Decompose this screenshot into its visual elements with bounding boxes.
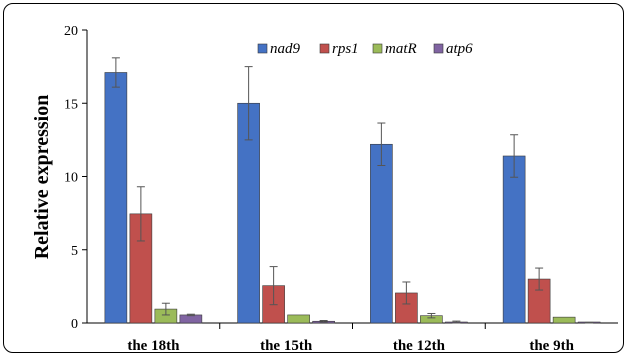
legend-label-nad9: nad9: [270, 41, 301, 57]
category-labels: the 18th the 15th the 12th the 9th: [127, 338, 574, 354]
category-label: the 15th: [260, 338, 313, 354]
y-tick-labels: 0 5 10 15 20: [64, 24, 78, 332]
bar-nad9-3: [502, 155, 526, 324]
bar-nad9-2: [370, 143, 393, 324]
bar-matR-3: [552, 316, 576, 324]
y-axis: [82, 29, 88, 324]
y-tick-label: 20: [64, 24, 78, 39]
y-tick-label: 15: [64, 97, 78, 112]
bar-nad9-0: [104, 72, 128, 324]
category-label: the 9th: [529, 338, 574, 354]
legend-label-matR: matR: [385, 41, 417, 57]
bar-matR-1: [287, 314, 310, 324]
y-tick-label: 0: [71, 317, 78, 332]
legend-swatch-rps1: [319, 43, 330, 54]
legend: nad9 rps1 matR atp6: [257, 41, 473, 57]
legend-label-atp6: atp6: [446, 41, 473, 57]
bars: [104, 72, 601, 329]
legend-swatch-matR: [372, 43, 383, 54]
category-label: the 12th: [393, 338, 446, 354]
error-bars: [111, 57, 594, 324]
y-axis-label: Relative expression: [31, 95, 53, 260]
category-label: the 18th: [127, 338, 180, 354]
y-tick-label: 10: [64, 171, 78, 186]
legend-swatch-nad9: [257, 43, 268, 54]
legend-label-rps1: rps1: [332, 41, 359, 57]
legend-swatch-atp6: [433, 43, 444, 54]
y-tick-label: 5: [71, 244, 78, 259]
